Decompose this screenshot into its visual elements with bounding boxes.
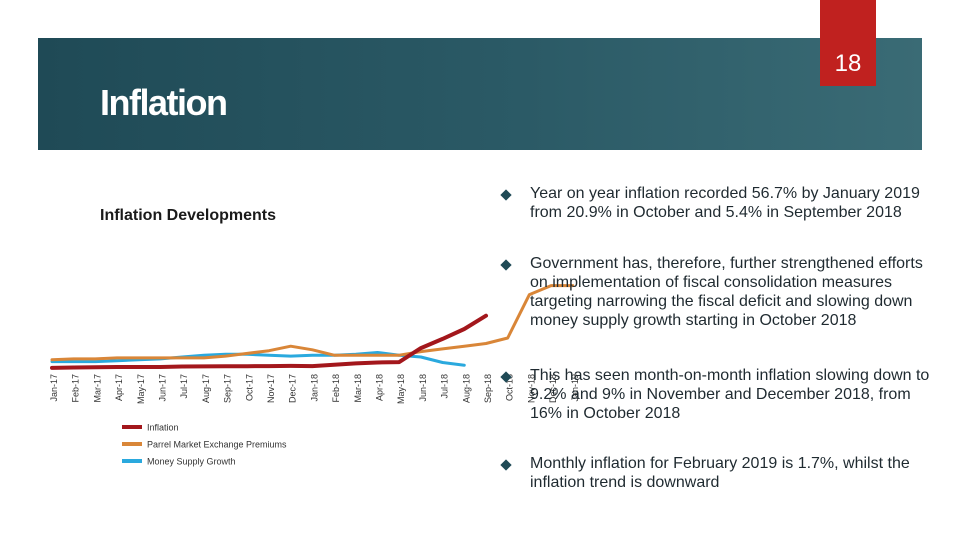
x-tick-label: Jul-18 (440, 374, 450, 399)
x-tick-label: Jul-17 (179, 374, 189, 399)
x-tick-label: Apr-17 (114, 374, 124, 401)
page-number: 18 (834, 50, 862, 77)
x-tick-label: May-17 (136, 374, 146, 404)
page-number-tab (820, 0, 876, 86)
diamond-bullet-icon (500, 259, 512, 271)
bullet-item: Monthly inflation for February 2019 is 1… (496, 454, 936, 492)
x-axis-ticks: Jan-17 Feb-17 Mar-17 Apr-17 May-17 Jun-17 Jul-… (49, 374, 580, 404)
series-layer (50, 284, 575, 370)
x-tick-label: Nov-17 (266, 374, 276, 403)
diamond-bullet-icon (500, 459, 512, 471)
bullet-text: Monthly inflation for February 2019 is 1… (530, 455, 910, 491)
title-banner (38, 38, 922, 150)
bullet-text: Year on year inflation recorded 56.7% by… (530, 185, 920, 221)
x-tick-label: Jun-17 (158, 374, 168, 402)
diamond-bullet-icon (500, 371, 512, 383)
bullet-item: Year on year inflation recorded 56.7% by… (496, 184, 936, 222)
legend-label-2: Money Supply Growth (147, 457, 236, 467)
bullet-item: Government has, therefore, further stren… (496, 254, 936, 330)
diamond-bullet-icon (500, 189, 512, 201)
x-tick-label: Feb-17 (71, 374, 81, 403)
x-tick-label: Apr-18 (375, 374, 385, 401)
slide-title: Inflation (100, 82, 228, 123)
x-tick-label: May-18 (396, 374, 406, 404)
x-tick-label: Aug-17 (201, 374, 211, 403)
bullet-item: This has seen month-on-month inflation s… (496, 366, 936, 423)
x-tick-label: Oct-17 (244, 374, 254, 401)
x-tick-label: Oct-18 (505, 374, 515, 401)
chart-title: Inflation Developments (100, 207, 277, 224)
x-tick-label: Jun-18 (418, 374, 428, 402)
x-tick-label: Aug-18 (461, 374, 471, 403)
x-tick-label: Feb-18 (331, 374, 341, 403)
x-tick-label: Jan-19 (570, 374, 580, 402)
x-tick-label: Jan-18 (309, 374, 319, 402)
x-tick-label: Sep-17 (223, 374, 233, 403)
x-tick-label: Jan-17 (49, 374, 59, 402)
x-tick-label: Mar-17 (92, 374, 102, 403)
bullet-text: Government has, therefore, further stren… (530, 255, 923, 329)
series-line-0 (50, 313, 488, 370)
legend-label-0: Inflation (147, 423, 179, 433)
x-tick-label: Mar-18 (353, 374, 363, 403)
series-line-1 (50, 284, 575, 362)
x-tick-label: Dec-17 (288, 374, 298, 403)
legend-label-1: Parrel Market Exchange Premiums (147, 440, 287, 450)
x-tick-label: Nov-18 (526, 374, 536, 403)
bullet-text: This has seen month-on-month inflation s… (530, 367, 930, 422)
x-tick-label: Sep-18 (483, 374, 493, 403)
x-tick-label: Dec-18 (548, 374, 558, 403)
legend: Inflation Parrel Market Exchange Premiums… (122, 423, 287, 467)
